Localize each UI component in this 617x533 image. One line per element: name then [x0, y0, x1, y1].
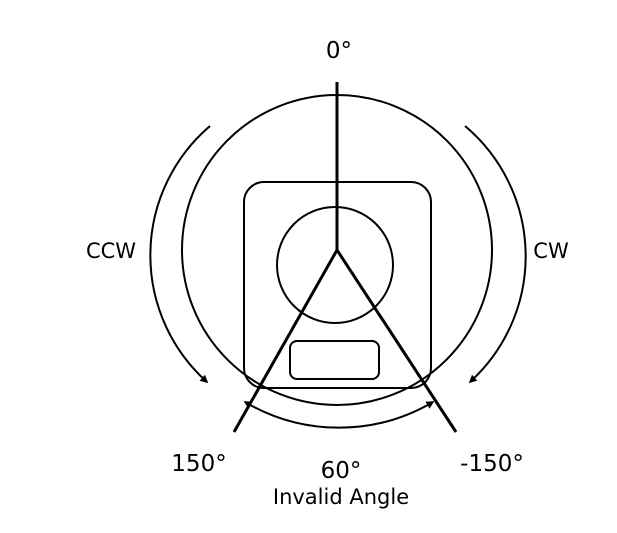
cw-arrow-arc [464, 125, 527, 384]
left-limit-label: 150° [171, 451, 226, 477]
right-limit-line [335, 249, 458, 433]
ccw-arrow-arc [149, 125, 211, 384]
invalid-angle-label: Invalid Angle [273, 485, 409, 509]
invalid-angle-arc [243, 401, 435, 429]
ccw-label: CCW [86, 239, 136, 263]
cw-label: CW [533, 239, 569, 263]
right-limit-label: -150° [460, 451, 524, 477]
gap-angle-label: 60° [321, 458, 362, 484]
small-rounded-rect [289, 340, 380, 380]
top-angle-label: 0° [326, 38, 352, 64]
hub-circle [276, 206, 394, 324]
